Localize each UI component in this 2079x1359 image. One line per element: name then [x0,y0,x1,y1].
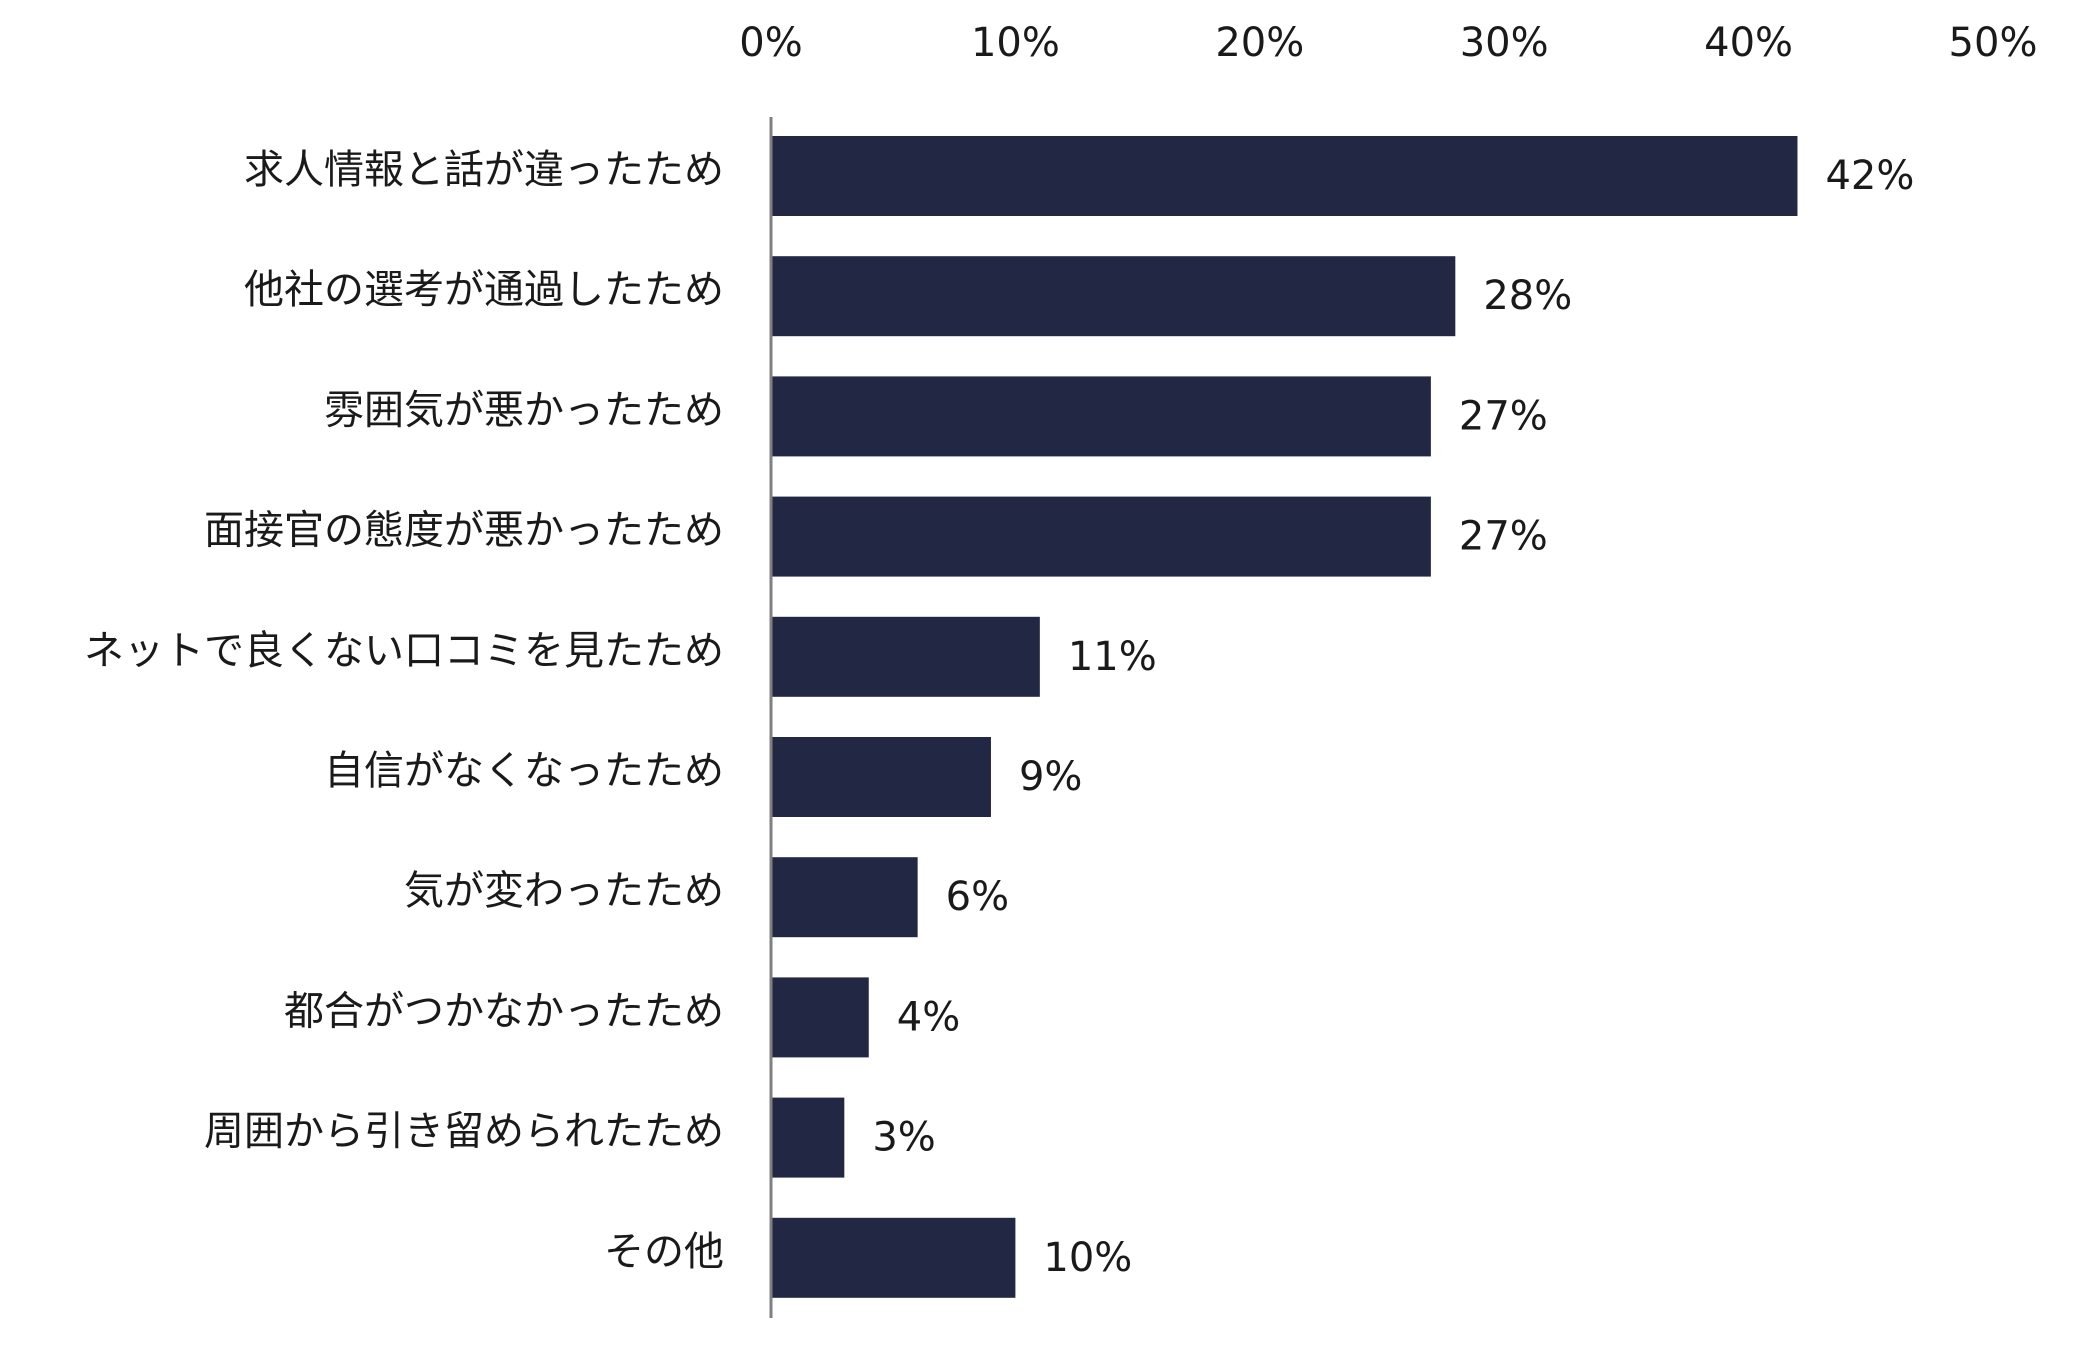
category-label: 求人情報と話が違ったため [244,147,724,193]
category-labels: 求人情報と話が違ったため他社の選考が通過したため雰囲気が悪かったため面接官の態度… [84,147,724,1275]
bar [771,136,1798,216]
x-tick-label: 0% [739,20,802,66]
value-label: 3% [872,1115,935,1161]
value-label: 42% [1825,153,1914,199]
category-label: ネットで良くない口コミを見たため [84,628,724,674]
bar [771,376,1431,457]
value-labels: 42% 28% 27% 27% 11% 9% 6% 4% 3% 10% [872,153,1914,1281]
bars-group [771,136,1798,1298]
category-label: 気が変わったため [404,868,724,914]
bar [771,616,1040,697]
x-axis-ticks: 0% 10% 20% 30% 40% 50% [739,20,2037,66]
category-label: 周囲から引き留められたため [204,1109,724,1155]
category-label: 他社の選考が通過したため [244,267,724,313]
bar [771,977,869,1058]
bar [771,496,1431,577]
x-tick-label: 20% [1215,20,1304,66]
bar [771,1097,845,1178]
bar [771,737,991,817]
category-label: その他 [604,1229,724,1275]
value-label: 9% [1019,754,1082,800]
x-tick-label: 40% [1704,20,1793,66]
value-label: 10% [1043,1235,1132,1281]
value-label: 6% [946,874,1009,920]
category-label: 都合がつかなかったため [284,988,724,1034]
value-label: 11% [1068,634,1157,680]
category-label: 雰囲気が悪かったため [324,387,724,433]
category-label: 自信がなくなったため [324,748,724,794]
x-tick-label: 50% [1949,20,2038,66]
x-tick-label: 30% [1460,20,1549,66]
x-tick-label: 10% [971,20,1060,66]
category-label: 面接官の態度が悪かったため [204,508,724,554]
bar [771,1217,1016,1298]
bar [771,256,1456,337]
bar [771,857,918,938]
value-label: 27% [1459,393,1548,439]
value-label: 27% [1459,514,1548,560]
value-label: 28% [1483,273,1572,319]
value-label: 4% [897,994,960,1040]
